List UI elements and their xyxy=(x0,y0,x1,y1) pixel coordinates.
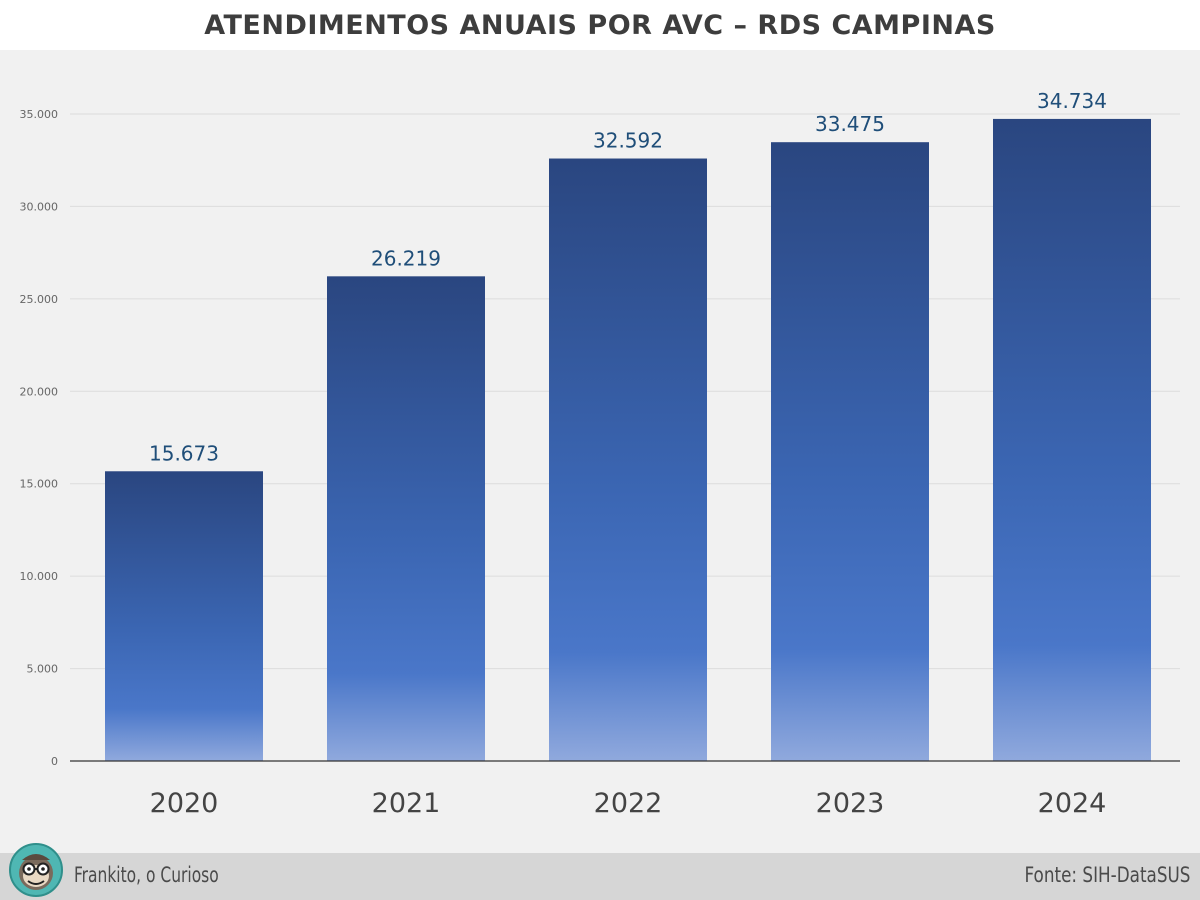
author-label: Frankito, o Curioso xyxy=(74,863,219,887)
y-tick-label: 5.000 xyxy=(27,663,59,676)
bar-2021 xyxy=(327,276,485,761)
y-tick-label: 30.000 xyxy=(20,200,59,213)
avatar-icon xyxy=(9,843,63,897)
data-label-2020: 15.673 xyxy=(149,441,219,465)
data-label-2024: 34.734 xyxy=(1037,89,1107,113)
x-tick-label-2020: 2020 xyxy=(150,788,219,819)
x-axis-ticks: 2020 2021 2022 2023 2024 xyxy=(150,788,1107,819)
y-tick-label: 0 xyxy=(51,755,58,768)
x-tick-label-2022: 2022 xyxy=(594,788,663,819)
x-tick-label-2023: 2023 xyxy=(816,788,885,819)
footer-bar xyxy=(0,853,1200,900)
x-tick-label-2024: 2024 xyxy=(1038,788,1107,819)
data-label-2022: 32.592 xyxy=(593,129,663,153)
y-tick-label: 35.000 xyxy=(20,108,59,121)
bar-2024 xyxy=(993,118,1151,762)
bar-2020 xyxy=(105,471,263,761)
chart-title: ATENDIMENTOS ANUAIS POR AVC – RDS CAMPIN… xyxy=(204,9,996,41)
bars xyxy=(105,118,1151,762)
bar-2023 xyxy=(771,142,929,761)
data-label-2023: 33.475 xyxy=(815,112,885,136)
bar-chart: 0 5.000 10.000 15.000 20.000 25.000 30.000 35.0… xyxy=(20,89,1180,819)
x-tick-label-2021: 2021 xyxy=(372,788,441,819)
y-axis-ticks: 0 5.000 10.000 15.000 20.000 25.000 30.000 35.0… xyxy=(20,108,59,768)
data-label-2021: 26.219 xyxy=(371,246,441,270)
source-label: Fonte: SIH-DataSUS xyxy=(1024,863,1190,887)
y-tick-label: 15.000 xyxy=(20,478,59,491)
y-tick-label: 10.000 xyxy=(20,570,59,583)
data-labels: 15.673 26.219 32.592 33.475 34.734 xyxy=(149,89,1107,465)
y-tick-label: 25.000 xyxy=(20,293,59,306)
bar-2022 xyxy=(549,158,707,761)
y-tick-label: 20.000 xyxy=(20,385,59,398)
